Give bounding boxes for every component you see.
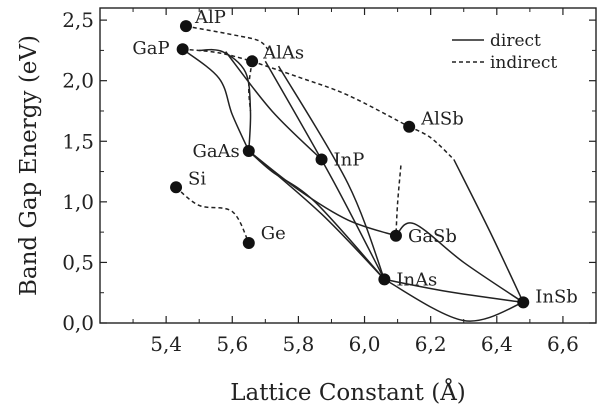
- x-tick-label: 5,8: [282, 332, 314, 356]
- y-tick-label: 1,5: [62, 129, 94, 153]
- direct-curve: [199, 48, 252, 151]
- data-point-alp: [179, 20, 192, 33]
- data-point-inas: [378, 273, 391, 286]
- data-point-ge: [242, 237, 255, 250]
- indirect-curve: [251, 60, 410, 128]
- legend-indirect-label: indirect: [490, 53, 557, 73]
- direct-curve: [225, 51, 323, 160]
- y-tick-label: 1,0: [62, 190, 94, 214]
- indirect-curve: [408, 126, 455, 160]
- point-label-alas: AlAs: [262, 42, 304, 63]
- y-axis-title: Band Gap Energy (eV): [16, 35, 42, 296]
- data-point-insb: [517, 296, 530, 309]
- direct-curve: [384, 278, 524, 322]
- data-point-alas: [246, 55, 259, 68]
- indirect-curve: [185, 25, 270, 51]
- data-point-si: [170, 181, 183, 194]
- y-tick-label: 0,5: [62, 250, 94, 274]
- indirect-curve: [395, 165, 402, 236]
- x-axis-title: Lattice Constant (Å): [230, 378, 466, 406]
- point-label-gasb: GaSb: [408, 226, 457, 247]
- x-tick-label: 6,0: [349, 332, 381, 356]
- data-point-gap: [176, 43, 189, 56]
- y-tick-label: 0,0: [62, 311, 94, 335]
- data-point-gasb: [389, 229, 402, 242]
- direct-curve: [384, 278, 524, 304]
- direct-curve: [264, 60, 386, 280]
- data-point-gaas: [242, 144, 255, 157]
- data-point-alsb: [403, 120, 416, 133]
- point-label-alsb: AlSb: [420, 109, 464, 130]
- indirect-curve: [182, 48, 253, 63]
- direct-curve: [453, 159, 524, 303]
- point-label-gap: GaP: [132, 38, 169, 59]
- indirect-curve: [175, 186, 250, 244]
- y-tick-label: 2,0: [62, 69, 94, 93]
- y-tick-label: 2,5: [62, 8, 94, 32]
- direct-curve: [248, 150, 385, 280]
- x-tick-label: 6,6: [547, 332, 579, 356]
- direct-curve: [277, 65, 386, 280]
- point-label-gaas: GaAs: [192, 141, 239, 162]
- point-label-ge: Ge: [261, 223, 286, 244]
- plot-frame: [99, 7, 597, 324]
- point-label-si: Si: [188, 168, 206, 189]
- data-point-inp: [315, 153, 328, 166]
- legend-direct-label: direct: [490, 31, 541, 51]
- direct-curve: [395, 222, 524, 304]
- point-label-inas: InAs: [396, 269, 437, 290]
- x-tick-label: 6,4: [481, 332, 513, 356]
- x-tick-label: 5,6: [216, 332, 248, 356]
- x-tick-label: 5,4: [150, 332, 182, 356]
- point-label-inp: InP: [334, 149, 365, 170]
- direct-curve: [182, 48, 250, 152]
- point-label-alp: AlP: [194, 7, 226, 28]
- point-label-insb: InSb: [535, 286, 578, 307]
- x-tick-label: 6,2: [415, 332, 447, 356]
